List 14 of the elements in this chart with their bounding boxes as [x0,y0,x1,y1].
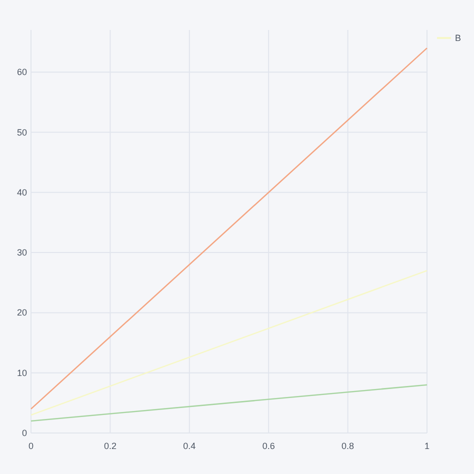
x-tick-label: 1 [424,441,430,451]
y-tick-label: 10 [16,368,27,378]
legend-label: B [455,33,462,43]
y-tick-label: 50 [16,127,27,138]
x-tick-label: 0.2 [104,441,116,451]
y-tick-label: 40 [16,187,27,198]
y-tick-label: 60 [16,67,27,78]
x-tick-label: 0 [28,441,34,451]
y-tick-label: 20 [16,308,27,318]
x-tick-label: 0.4 [183,441,196,451]
x-tick-label: 0.8 [342,441,354,451]
y-tick-label: 0 [22,428,27,438]
x-tick-label: 0.6 [262,441,275,451]
y-tick-label: 30 [16,248,27,258]
